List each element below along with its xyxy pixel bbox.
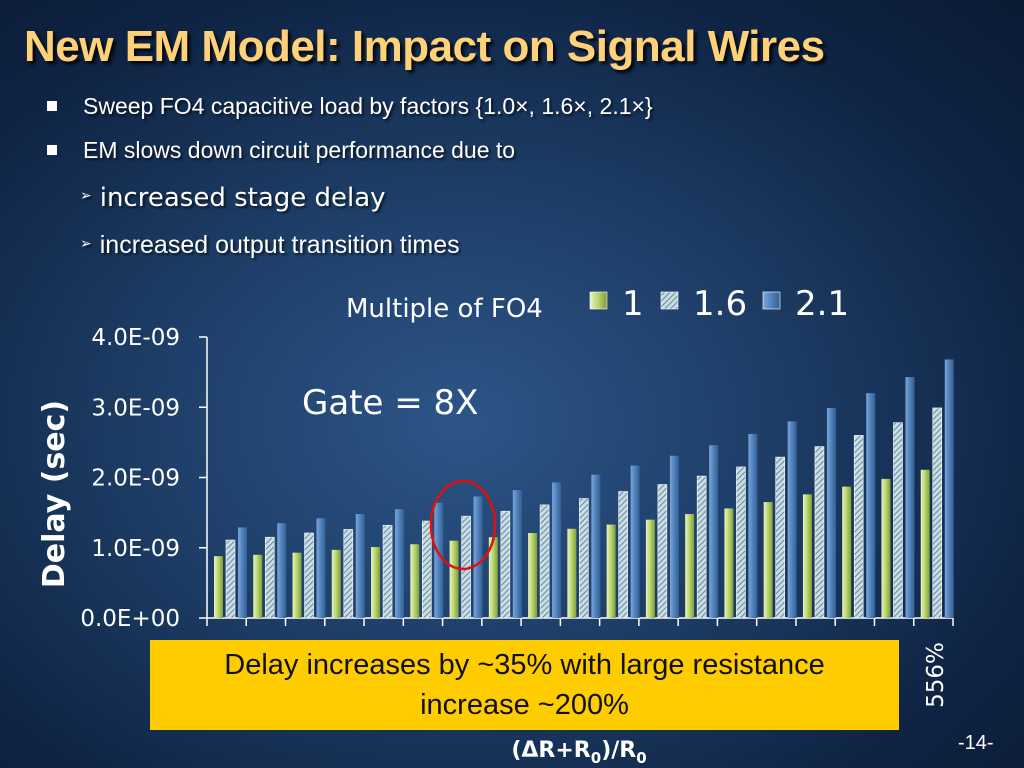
bar-series-1 <box>528 532 538 618</box>
y-tick-label: 1.0E-09 <box>91 536 180 562</box>
bar-series-1-6 <box>814 446 825 619</box>
legend-swatch-1-6 <box>660 291 679 310</box>
bar-series-2-1 <box>630 465 640 618</box>
chart-bars <box>214 359 954 619</box>
gate-annotation: Gate = 8X <box>302 383 478 423</box>
bar-series-1-6 <box>775 456 785 619</box>
bar-series-1 <box>920 469 930 618</box>
bar-series-1 <box>763 502 773 618</box>
x-label-sub-2: 0 <box>636 749 646 767</box>
bullet-2: EM slows down circuit performance due to <box>47 137 515 164</box>
bar-series-2-1 <box>277 523 287 618</box>
legend-label-1-6: 1.6 <box>693 284 747 324</box>
square-bullet-icon <box>47 100 57 111</box>
bar-series-1 <box>685 514 695 618</box>
bar-series-1-6 <box>539 504 550 619</box>
bar-series-1 <box>842 486 852 618</box>
bar-series-1 <box>724 508 734 618</box>
y-tick-label: 4.0E-09 <box>91 325 180 351</box>
chart-legend: Multiple of FO4 1 1.6 2.1 <box>346 284 849 324</box>
arrow-bullet-icon: ➢ <box>80 187 92 204</box>
bar-series-1-6 <box>736 466 746 619</box>
y-axis-label: Delay (sec) <box>37 400 72 588</box>
bar-series-1 <box>371 547 381 618</box>
bar-series-2-1 <box>238 527 247 618</box>
bar-series-2-1 <box>944 359 954 618</box>
y-tick-label: 3.0E-09 <box>91 395 180 421</box>
y-tick-label: 2.0E-09 <box>91 466 180 492</box>
bullet-1-text: Sweep FO4 capacitive load by factors {1.… <box>83 93 653 119</box>
bar-series-1 <box>606 524 616 618</box>
bullet-2-text: EM slows down circuit performance due to <box>83 137 516 163</box>
bar-series-2-1 <box>905 377 915 618</box>
sub-bullet-1: ➢ increased stage delay <box>80 183 386 213</box>
bar-series-2-1 <box>355 514 365 618</box>
bar-series-1 <box>331 549 341 618</box>
x-label-mid: )/R <box>601 738 636 763</box>
bar-series-2-1 <box>669 455 679 618</box>
bar-series-2-1 <box>316 518 326 618</box>
bar-series-1-6 <box>579 498 589 619</box>
bar-series-1 <box>881 478 891 618</box>
bar-series-2-1 <box>512 490 522 618</box>
bar-series-1 <box>645 519 655 618</box>
bar-series-1 <box>253 554 263 618</box>
slide-title: New EM Model: Impact on Signal Wires <box>24 22 825 71</box>
bar-series-2-1 <box>866 393 876 618</box>
x-axis-label: (ΔR+R0)/R0 <box>511 738 646 767</box>
bar-series-1-6 <box>696 475 707 619</box>
bar-series-1-6 <box>853 435 864 619</box>
bar-series-2-1 <box>709 445 719 618</box>
bar-series-1 <box>567 528 577 618</box>
x-label-open: (ΔR+R <box>511 738 590 763</box>
callout-box: Delay increases by ~35% with large resis… <box>150 640 899 730</box>
bar-series-2-1 <box>434 502 444 618</box>
bar-series-1-6 <box>382 524 393 619</box>
bar-series-1 <box>214 556 223 618</box>
legend-label-1: 1 <box>622 284 644 324</box>
bar-series-1-6 <box>422 520 432 619</box>
bar-series-2-1 <box>552 482 562 618</box>
bar-series-2-1 <box>748 433 758 618</box>
bar-series-1-6 <box>264 536 275 619</box>
legend-swatch-2-1 <box>762 291 781 310</box>
bar-series-2-1 <box>395 509 405 618</box>
bar-series-1 <box>488 537 498 618</box>
callout-line-1: Delay increases by ~35% with large resis… <box>224 649 825 681</box>
sub-bullet-1-text: increased stage delay <box>99 183 386 213</box>
bar-series-2-1 <box>591 474 601 618</box>
bar-series-1-6 <box>893 422 903 619</box>
bar-series-1 <box>292 552 302 618</box>
highlight-circle <box>429 479 497 571</box>
callout-line-2: increase ~200% <box>420 689 629 721</box>
bar-series-1-6 <box>618 491 628 619</box>
bullet-1: Sweep FO4 capacitive load by factors {1.… <box>47 93 653 120</box>
sub-bullet-2: ➢ increased output transition times <box>80 231 460 260</box>
legend-label-2-1: 2.1 <box>795 284 849 324</box>
x-tick-label-556: 556% <box>923 642 949 708</box>
bar-series-1-6 <box>225 539 236 619</box>
bar-series-1 <box>410 544 420 618</box>
bar-series-2-1 <box>826 407 836 618</box>
bar-series-1-6 <box>343 529 354 619</box>
legend-title: Multiple of FO4 <box>346 294 543 324</box>
page-number: -14- <box>958 732 994 754</box>
bar-series-1-6 <box>304 532 314 619</box>
bar-series-1 <box>449 540 459 618</box>
square-bullet-icon <box>47 144 57 155</box>
bar-series-1-6 <box>657 484 668 619</box>
y-tick-label: 0.0E+00 <box>80 606 180 632</box>
bar-series-1-6 <box>500 510 511 619</box>
legend-swatch-1 <box>589 291 608 310</box>
bar-series-1 <box>802 494 812 618</box>
arrow-bullet-icon: ➢ <box>80 234 92 251</box>
bar-series-2-1 <box>473 496 483 618</box>
bar-series-1-6 <box>932 407 943 619</box>
bar-series-2-1 <box>787 421 797 618</box>
sub-bullet-2-text: increased output transition times <box>99 231 460 259</box>
x-label-sub-1: 0 <box>591 749 601 767</box>
